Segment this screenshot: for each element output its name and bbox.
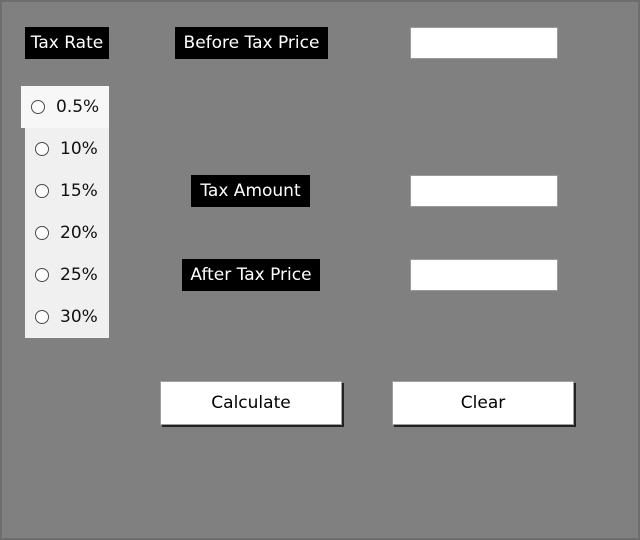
calculate-button[interactable]: Calculate xyxy=(160,381,342,425)
radio-button-icon[interactable] xyxy=(35,142,49,156)
tax-rate-option-15[interactable]: 15% xyxy=(25,170,109,212)
radio-button-icon[interactable] xyxy=(35,310,49,324)
tax-rate-option-10[interactable]: 10% xyxy=(25,128,109,170)
tax-amount-label: Tax Amount xyxy=(191,175,310,207)
before-tax-price-input[interactable] xyxy=(410,27,558,59)
tax-rate-option-label: 10% xyxy=(60,139,98,159)
after-tax-price-label: After Tax Price xyxy=(182,259,320,291)
radio-button-icon[interactable] xyxy=(31,100,45,114)
tax-rate-option-label: 25% xyxy=(60,265,98,285)
radio-button-icon[interactable] xyxy=(35,184,49,198)
radio-button-icon[interactable] xyxy=(35,268,49,282)
tax-rate-option-label: 30% xyxy=(60,307,98,327)
tax-rate-option-label: 20% xyxy=(60,223,98,243)
after-tax-price-input[interactable] xyxy=(410,259,558,291)
tax-rate-radio-group: 0.5% 10% 15% 20% 25% 30% xyxy=(21,86,109,338)
tax-rate-option-label: 0.5% xyxy=(56,97,100,117)
tax-rate-option-label: 15% xyxy=(60,181,98,201)
radio-button-icon[interactable] xyxy=(35,226,49,240)
tax-amount-input[interactable] xyxy=(410,175,558,207)
tax-rate-option-0-5[interactable]: 0.5% xyxy=(21,86,109,128)
clear-button[interactable]: Clear xyxy=(392,381,574,425)
tax-rate-option-25[interactable]: 25% xyxy=(25,254,109,296)
tax-rate-label: Tax Rate xyxy=(25,27,109,59)
tax-rate-option-30[interactable]: 30% xyxy=(25,296,109,338)
tax-rate-option-20[interactable]: 20% xyxy=(25,212,109,254)
before-tax-price-label: Before Tax Price xyxy=(175,27,328,59)
